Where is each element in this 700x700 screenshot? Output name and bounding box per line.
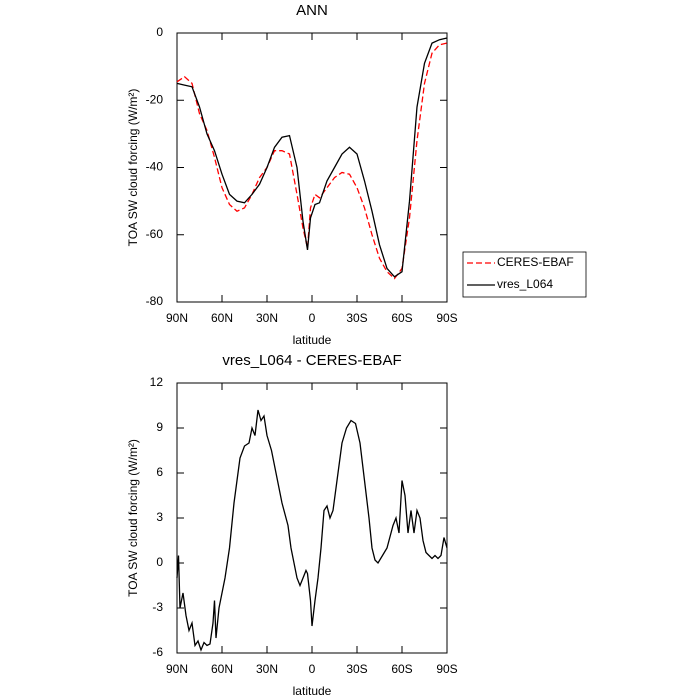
plot-frame [176, 382, 448, 654]
plot-frame [176, 32, 448, 303]
y-tick-label: -40 [146, 160, 164, 174]
x-tick-label: 0 [309, 311, 316, 325]
x-tick-label: 30N [256, 311, 278, 325]
y-tick-label: 0 [156, 555, 163, 569]
x-tick-label: 30S [346, 662, 367, 676]
y-tick-label: -3 [152, 600, 163, 614]
x-tick-label: 90S [436, 311, 457, 325]
x-tick-label: 60S [391, 662, 412, 676]
x-tick-label: 90S [436, 662, 457, 676]
legend-label: vres_L064 [497, 277, 553, 291]
data-line [176, 37, 448, 278]
y-tick-label: 3 [156, 510, 163, 524]
y-tick-label: 6 [156, 465, 163, 479]
y-tick-label: -60 [146, 227, 164, 241]
x-tick-label: 90N [166, 311, 188, 325]
legend-label: CERES-EBAF [497, 255, 574, 269]
x-tick-label: 30N [256, 662, 278, 676]
y-axis-label: TOA SW cloud forcing (W/m²) [126, 89, 140, 247]
x-tick-label: 60N [211, 311, 233, 325]
y-axis-label: TOA SW cloud forcing (W/m²) [126, 439, 140, 597]
y-tick-label: 12 [150, 375, 164, 389]
y-tick-label: 0 [156, 25, 163, 39]
x-tick-label: 90N [166, 662, 188, 676]
chart-title: ANN [296, 2, 328, 19]
legend-box [462, 251, 587, 298]
y-tick-label: -80 [146, 294, 164, 308]
data-line [176, 42, 448, 280]
x-axis-label: latitude [293, 333, 332, 347]
x-axis-label: latitude [293, 684, 332, 698]
x-tick-label: 30S [346, 311, 367, 325]
data-line [176, 409, 448, 652]
x-tick-label: 0 [309, 662, 316, 676]
y-tick-label: -20 [146, 92, 164, 106]
chart-title: vres_L064 - CERES-EBAF [222, 352, 401, 369]
y-tick-label: -6 [152, 645, 163, 659]
x-tick-label: 60N [211, 662, 233, 676]
x-tick-label: 60S [391, 311, 412, 325]
y-tick-label: 9 [156, 420, 163, 434]
